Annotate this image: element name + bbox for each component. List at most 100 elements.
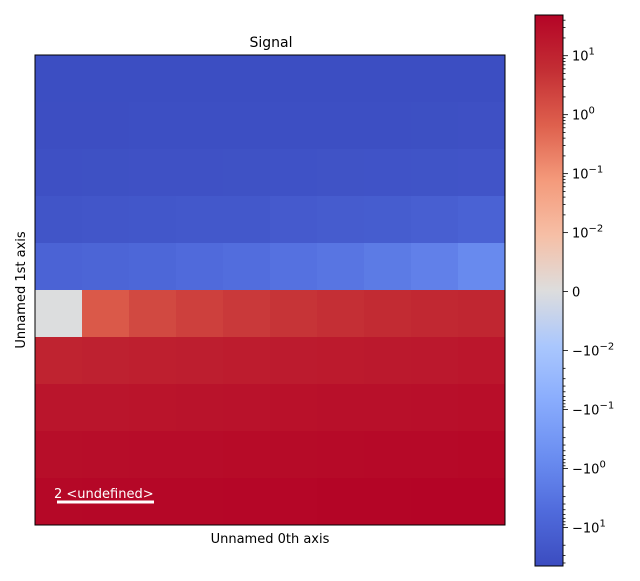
y-axis-label: Unnamed 1st axis: [14, 231, 29, 349]
heatmap-cell: [223, 102, 271, 150]
heatmap-cell: [129, 384, 177, 432]
heatmap-cell: [411, 149, 459, 197]
heatmap-cell: [411, 290, 459, 338]
scale-bar: 2 <undefined>: [54, 487, 154, 504]
heatmap-cell: [129, 243, 177, 291]
heatmap-cell: [411, 196, 459, 244]
heatmap-cell: [35, 149, 83, 197]
heatmap-cell: [223, 431, 271, 479]
heatmap-cell: [82, 290, 130, 338]
heatmap-cell: [317, 243, 365, 291]
colorbar-tick-label: −10−2: [572, 342, 614, 360]
heatmap-cell: [270, 149, 318, 197]
colorbar: 101 100 10−1 10−2 0 −10−2 −10−1 −100 −101: [534, 14, 614, 567]
heatmap-cell: [317, 431, 365, 479]
colorbar-tick-label: 0: [572, 286, 580, 301]
heatmap-cell: [364, 243, 412, 291]
heatmap-cell: [411, 431, 459, 479]
heatmap-cell: [458, 384, 506, 432]
colorbar-gradient: [534, 14, 564, 567]
heatmap-cell: [82, 431, 130, 479]
heatmap-cell: [411, 55, 459, 103]
colorbar-ticks: 101 100 10−1 10−2 0 −10−2 −10−1 −100 −101: [563, 19, 614, 564]
heatmap-cell: [317, 290, 365, 338]
heatmap-cell: [411, 384, 459, 432]
heatmap-cell: [35, 290, 83, 338]
heatmap-cell: [129, 55, 177, 103]
heatmap-cell: [176, 384, 224, 432]
x-axis-label: Unnamed 0th axis: [211, 532, 330, 547]
heatmap-cell: [129, 431, 177, 479]
heatmap-cell: [411, 337, 459, 385]
heatmap-cell: [176, 478, 224, 526]
heatmap-cell: [317, 102, 365, 150]
heatmap-cell: [223, 478, 271, 526]
heatmap-cell: [364, 478, 412, 526]
heatmap-cell: [458, 149, 506, 197]
heatmap-cell: [176, 55, 224, 103]
heatmap-cell: [223, 55, 271, 103]
colorbar-tick-label: −10−1: [572, 401, 614, 419]
colorbar-tick-label: −100: [572, 460, 606, 478]
heatmap: [35, 55, 506, 526]
heatmap-cell: [82, 149, 130, 197]
scale-bar-label: 2 <undefined>: [54, 487, 154, 502]
heatmap-cell: [176, 149, 224, 197]
colorbar-tick-label: 10−1: [572, 165, 603, 183]
heatmap-cell: [35, 431, 83, 479]
heatmap-cell: [35, 384, 83, 432]
heatmap-cell: [364, 196, 412, 244]
heatmap-cell: [411, 102, 459, 150]
heatmap-cell: [411, 243, 459, 291]
heatmap-cell: [458, 431, 506, 479]
heatmap-cell: [129, 290, 177, 338]
heatmap-cell: [223, 243, 271, 291]
heatmap-cell: [270, 478, 318, 526]
heatmap-cell: [317, 337, 365, 385]
heatmap-cell: [317, 55, 365, 103]
heatmap-cell: [129, 102, 177, 150]
heatmap-cell: [270, 290, 318, 338]
heatmap-cell: [176, 431, 224, 479]
heatmap-cell: [129, 196, 177, 244]
heatmap-cell: [82, 243, 130, 291]
heatmap-cell: [35, 337, 83, 385]
heatmap-cell: [364, 290, 412, 338]
heatmap-cell: [364, 431, 412, 479]
heatmap-cell: [364, 384, 412, 432]
heatmap-cell: [223, 149, 271, 197]
heatmap-cell: [35, 243, 83, 291]
heatmap-cell: [364, 337, 412, 385]
heatmap-cell: [129, 337, 177, 385]
heatmap-cell: [223, 384, 271, 432]
heatmap-cell: [176, 102, 224, 150]
heatmap-cell: [82, 55, 130, 103]
heatmap-cell: [317, 149, 365, 197]
colorbar-tick-label: 100: [572, 106, 595, 124]
heatmap-cell: [129, 149, 177, 197]
heatmap-cell: [82, 102, 130, 150]
colorbar-tick-label: 10−2: [572, 224, 603, 242]
heatmap-cell: [458, 102, 506, 150]
heatmap-cell: [364, 55, 412, 103]
heatmap-cell: [35, 55, 83, 103]
heatmap-cell: [458, 337, 506, 385]
heatmap-cell: [82, 196, 130, 244]
heatmap-cell: [270, 196, 318, 244]
heatmap-cell: [223, 196, 271, 244]
heatmap-cell: [317, 478, 365, 526]
heatmap-cell: [458, 290, 506, 338]
chart-title: Signal: [249, 35, 292, 51]
colorbar-tick-label: 101: [572, 47, 595, 65]
heatmap-cell: [270, 337, 318, 385]
heatmap-cell: [35, 196, 83, 244]
heatmap-cell: [223, 290, 271, 338]
heatmap-cell: [223, 337, 271, 385]
heatmap-cell: [458, 478, 506, 526]
heatmap-cell: [270, 431, 318, 479]
heatmap-cell: [411, 478, 459, 526]
heatmap-cell: [317, 384, 365, 432]
heatmap-cell: [458, 55, 506, 103]
heatmap-cell: [176, 243, 224, 291]
